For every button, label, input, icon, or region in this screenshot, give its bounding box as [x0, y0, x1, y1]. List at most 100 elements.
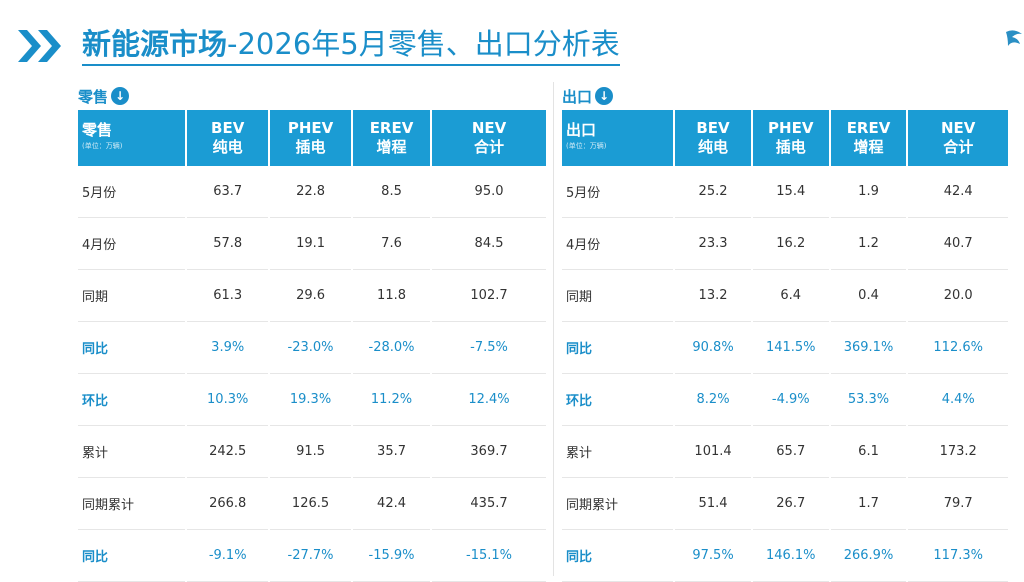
- table-row: 5月份 25.2 15.4 1.9 42.4: [562, 166, 1008, 218]
- row-label: 累计: [562, 426, 674, 478]
- table-row: 同期 61.3 29.6 11.8 102.7: [78, 270, 546, 322]
- cell-bev: 8.2%: [675, 374, 751, 426]
- cell-phev: -4.9%: [752, 374, 829, 426]
- retail-header-category: 零售 (单位：万辆): [78, 110, 186, 166]
- export-header-nev: NEV 合计: [908, 110, 1008, 166]
- cell-nev: -7.5%: [432, 322, 546, 374]
- cell-erev: 266.9%: [830, 530, 907, 582]
- cell-nev: 84.5: [432, 218, 546, 270]
- cell-bev: 266.8: [187, 478, 269, 530]
- table-row: 4月份 57.8 19.1 7.6 84.5: [78, 218, 546, 270]
- header-main: 出口: [566, 121, 597, 139]
- header-main: NEV: [471, 119, 507, 137]
- export-header-phev: PHEV 插电: [752, 110, 829, 166]
- cell-bev: 13.2: [675, 270, 751, 322]
- cell-nev: 173.2: [908, 426, 1008, 478]
- cell-nev: 95.0: [432, 166, 546, 218]
- corner-logo-icon: [1006, 30, 1022, 46]
- cell-erev: 35.7: [353, 426, 431, 478]
- retail-header-row: 零售 (单位：万辆) BEV 纯电 PHEV 插电 EREV 增程 NEV 合计: [78, 110, 546, 166]
- export-table: 出口 (单位：万辆) BEV 纯电 PHEV 插电 EREV 增程 NEV 合计 5月份…: [560, 110, 1010, 582]
- cell-nev: 12.4%: [432, 374, 546, 426]
- table-row: 累计 101.4 65.7 6.1 173.2: [562, 426, 1008, 478]
- header-sub: 合计: [943, 138, 974, 156]
- cell-erev: 53.3%: [830, 374, 907, 426]
- table-row: 同比 3.9% -23.0% -28.0% -7.5%: [78, 322, 546, 374]
- cell-erev: -28.0%: [353, 322, 431, 374]
- cell-erev: 1.9: [830, 166, 907, 218]
- cell-bev: 3.9%: [187, 322, 269, 374]
- row-label: 同比: [562, 530, 674, 582]
- header-sub: 插电: [295, 138, 326, 156]
- export-section: 出口 ↓ 出口 (单位：万辆) BEV 纯电 PHEV 插电 EREV 增程 NEV 合…: [562, 82, 1010, 582]
- retail-label-text: 零售: [78, 87, 109, 106]
- cell-erev: 11.8: [353, 270, 431, 322]
- cell-nev: 112.6%: [908, 322, 1008, 374]
- header-main: EREV: [369, 119, 414, 137]
- cell-phev: 91.5: [270, 426, 351, 478]
- header-main: PHEV: [768, 119, 814, 137]
- cell-nev: 79.7: [908, 478, 1008, 530]
- cell-erev: 8.5: [353, 166, 431, 218]
- cell-phev: 65.7: [752, 426, 829, 478]
- page-title: 新能源市场-2026年5月零售、出口分析表: [82, 24, 620, 66]
- table-row: 同比 97.5% 146.1% 266.9% 117.3%: [562, 530, 1008, 582]
- table-row: 同比 90.8% 141.5% 369.1% 112.6%: [562, 322, 1008, 374]
- page-header: 新能源市场-2026年5月零售、出口分析表: [0, 0, 1024, 80]
- cell-nev: 40.7: [908, 218, 1008, 270]
- header-main: BEV: [211, 119, 245, 137]
- cell-erev: 1.2: [830, 218, 907, 270]
- table-row: 同期累计 51.4 26.7 1.7 79.7: [562, 478, 1008, 530]
- export-header-erev: EREV 增程: [830, 110, 907, 166]
- cell-phev: 16.2: [752, 218, 829, 270]
- cell-nev: -15.1%: [432, 530, 546, 582]
- table-row: 4月份 23.3 16.2 1.2 40.7: [562, 218, 1008, 270]
- cell-phev: 141.5%: [752, 322, 829, 374]
- cell-bev: 63.7: [187, 166, 269, 218]
- cell-bev: 57.8: [187, 218, 269, 270]
- arrow-down-icon: ↓: [111, 87, 130, 105]
- cell-nev: 369.7: [432, 426, 546, 478]
- cell-erev: -15.9%: [353, 530, 431, 582]
- cell-phev: 26.7: [752, 478, 829, 530]
- cell-erev: 11.2%: [353, 374, 431, 426]
- cell-nev: 42.4: [908, 166, 1008, 218]
- table-row: 环比 8.2% -4.9% 53.3% 4.4%: [562, 374, 1008, 426]
- header-main: 零售: [82, 121, 113, 139]
- arrow-down-icon: ↓: [595, 87, 614, 105]
- double-chevron-right-icon: [18, 30, 61, 62]
- cell-erev: 369.1%: [830, 322, 907, 374]
- cell-phev: 29.6: [270, 270, 351, 322]
- section-divider: [553, 82, 554, 576]
- retail-table: 零售 (单位：万辆) BEV 纯电 PHEV 插电 EREV 增程 NEV 合计 5月份…: [76, 110, 548, 582]
- header-sub: 纯电: [212, 138, 243, 156]
- header-sub: 插电: [775, 138, 806, 156]
- cell-bev: 10.3%: [187, 374, 269, 426]
- cell-bev: 23.3: [675, 218, 751, 270]
- cell-phev: -27.7%: [270, 530, 351, 582]
- cell-bev: 101.4: [675, 426, 751, 478]
- header-unit: (单位：万辆): [82, 142, 123, 150]
- cell-bev: 242.5: [187, 426, 269, 478]
- cell-erev: 7.6: [353, 218, 431, 270]
- title-main: 新能源市场: [82, 27, 228, 61]
- cell-phev: 22.8: [270, 166, 351, 218]
- cell-bev: 97.5%: [675, 530, 751, 582]
- cell-bev: -9.1%: [187, 530, 269, 582]
- header-main: EREV: [846, 119, 891, 137]
- export-section-label: 出口 ↓: [562, 82, 1010, 110]
- retail-header-phev: PHEV 插电: [270, 110, 351, 166]
- cell-phev: 6.4: [752, 270, 829, 322]
- header-sub: 增程: [853, 138, 884, 156]
- cell-erev: 42.4: [353, 478, 431, 530]
- export-header-row: 出口 (单位：万辆) BEV 纯电 PHEV 插电 EREV 增程 NEV 合计: [562, 110, 1008, 166]
- cell-phev: 15.4: [752, 166, 829, 218]
- cell-bev: 51.4: [675, 478, 751, 530]
- table-row: 累计 242.5 91.5 35.7 369.7: [78, 426, 546, 478]
- header-sub: 纯电: [698, 138, 729, 156]
- cell-nev: 102.7: [432, 270, 546, 322]
- cell-erev: 6.1: [830, 426, 907, 478]
- table-row: 同期 13.2 6.4 0.4 20.0: [562, 270, 1008, 322]
- table-row: 同期累计 266.8 126.5 42.4 435.7: [78, 478, 546, 530]
- cell-phev: 19.1: [270, 218, 351, 270]
